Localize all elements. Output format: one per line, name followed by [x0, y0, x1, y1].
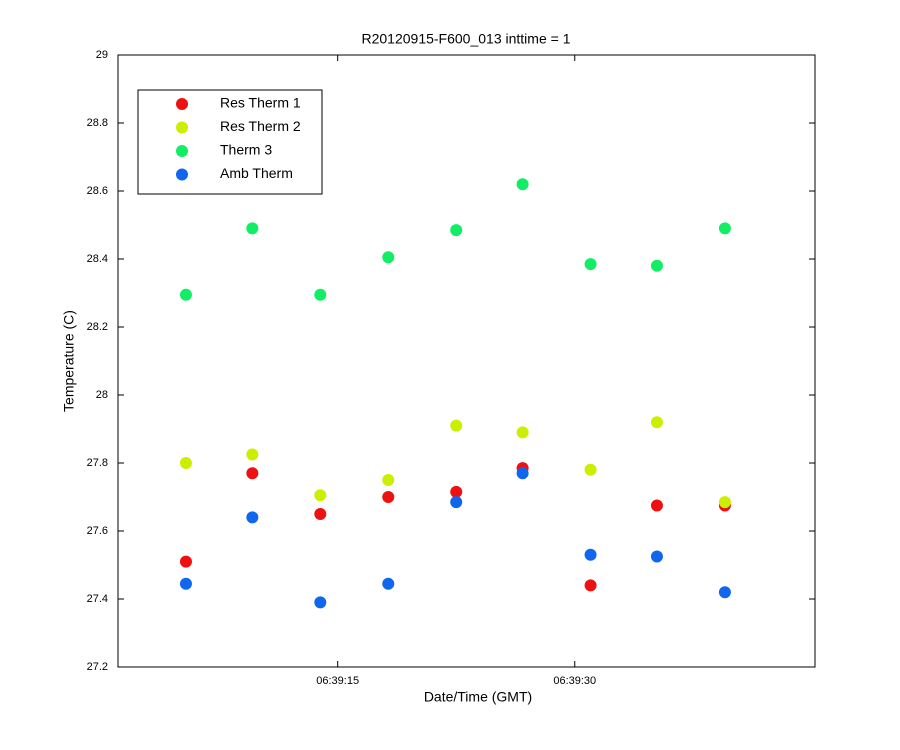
y-tick-label: 28.6: [87, 185, 108, 197]
legend-marker: [176, 121, 188, 134]
legend-marker: [176, 98, 188, 110]
data-point: [718, 222, 731, 235]
data-point: [314, 596, 327, 609]
data-point: [584, 548, 597, 561]
data-point: [314, 288, 327, 301]
data-point: [179, 288, 192, 301]
data-point: [516, 467, 529, 480]
y-tick-label: 29: [96, 49, 108, 61]
x-tick-label: 06:39:30: [553, 675, 596, 687]
data-point: [718, 496, 731, 509]
data-point: [382, 474, 395, 486]
y-tick-label: 27.6: [87, 525, 108, 537]
y-tick-label: 28.8: [87, 117, 108, 129]
data-point: [382, 577, 395, 590]
legend-marker: [176, 145, 188, 157]
y-tick-label: 27.2: [87, 661, 108, 673]
data-point: [718, 586, 731, 599]
legend-marker: [176, 168, 188, 181]
data-point: [450, 496, 463, 509]
y-tick-label: 28: [96, 389, 108, 401]
legend-label: Therm 3: [220, 142, 272, 158]
data-point: [450, 224, 463, 237]
data-point: [314, 508, 327, 520]
data-point: [179, 555, 192, 568]
data-point: [246, 467, 259, 480]
data-point: [450, 485, 463, 498]
data-point: [382, 251, 395, 264]
data-point: [516, 178, 529, 191]
data-point: [650, 550, 663, 563]
legend-label: Res Therm 1: [220, 95, 301, 111]
data-point: [246, 448, 259, 461]
data-point: [246, 511, 259, 524]
data-point: [179, 577, 192, 590]
y-tick-label: 28.2: [87, 321, 108, 333]
x-axis-label: Date/Time (GMT): [424, 689, 532, 705]
data-point: [650, 259, 663, 272]
data-point: [584, 463, 597, 476]
legend-label: Res Therm 2: [220, 118, 301, 134]
legend-box: [137, 89, 323, 195]
y-tick-label: 28.4: [87, 253, 108, 265]
y-axis-label: Temperature (C): [61, 310, 77, 412]
data-point: [584, 258, 597, 271]
data-point: [179, 457, 192, 469]
x-tick-label: 06:39:15: [316, 675, 359, 687]
data-point: [516, 426, 529, 439]
y-tick-label: 27.4: [87, 593, 108, 605]
data-point: [246, 222, 259, 235]
y-tick-label: 27.8: [87, 457, 108, 469]
data-point: [650, 416, 663, 429]
data-point: [450, 419, 463, 432]
chart-title: R20120915-F600_013 inttime = 1: [362, 31, 571, 47]
data-point: [584, 579, 597, 592]
data-point: [314, 489, 327, 502]
legend-label: Amb Therm: [220, 165, 293, 181]
data-point: [382, 491, 395, 503]
data-point: [650, 499, 663, 512]
